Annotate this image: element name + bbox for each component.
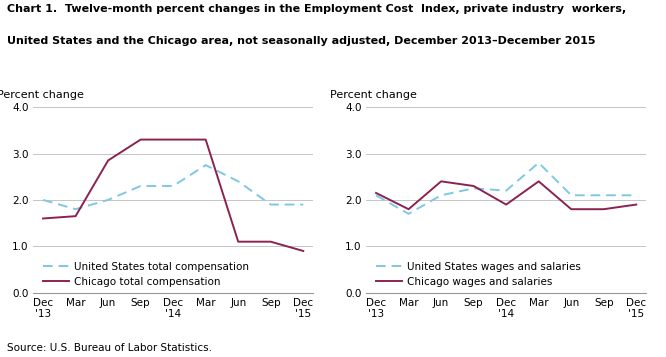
Text: Percent change: Percent change <box>0 90 84 100</box>
Text: Chart 1.  Twelve-month percent changes in the Employment Cost  Index, private in: Chart 1. Twelve-month percent changes in… <box>7 4 626 14</box>
Legend: United States wages and salaries, Chicago wages and salaries: United States wages and salaries, Chicag… <box>372 258 585 291</box>
Legend: United States total compensation, Chicago total compensation: United States total compensation, Chicag… <box>39 258 253 291</box>
Text: Percent change: Percent change <box>330 90 417 100</box>
Text: Source: U.S. Bureau of Labor Statistics.: Source: U.S. Bureau of Labor Statistics. <box>7 343 212 353</box>
Text: United States and the Chicago area, not seasonally adjusted, December 2013–Decem: United States and the Chicago area, not … <box>7 36 595 46</box>
